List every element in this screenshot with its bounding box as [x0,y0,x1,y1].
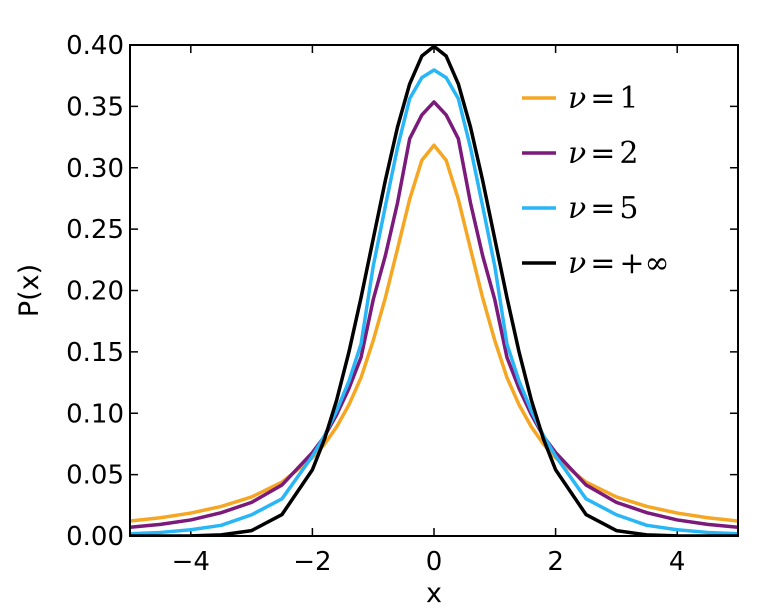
series-line-4 [130,44,738,536]
series-line-1 [130,143,738,523]
legend-value: 2 [619,136,638,171]
y-tick-label: 0.00 [66,522,124,552]
legend-nu-symbol: ν [568,136,586,171]
series-line-3 [130,68,738,536]
legend-label-4: ν = +∞ [568,246,670,281]
plot-frame [129,44,739,537]
legend-nu-symbol: ν [568,191,586,226]
y-tick-label: 0.25 [66,215,124,245]
legend-equals: = [590,136,615,171]
y-tick-label: 0.35 [66,92,124,122]
x-axis-label: x [426,578,442,608]
x-tick-label: 4 [669,547,686,577]
axis-labels: x P(x) [14,264,442,609]
y-tick-label: 0.15 [66,338,124,368]
legend-nu-symbol: ν [568,81,586,116]
y-axis-label: P(x) [14,264,45,317]
legend-equals: = [590,191,615,226]
x-tick-label: 0 [426,547,443,577]
legend-label-2: ν = 2 [568,136,638,171]
x-tick-label: 2 [547,547,564,577]
y-tick-label: 0.05 [66,461,124,491]
legend-value: 1 [619,81,638,116]
y-tick-label: 0.10 [66,399,124,429]
legend-label-1: ν = 1 [568,81,638,116]
x-axis: −4 −2 0 2 4 [172,45,686,577]
y-tick-label: 0.40 [66,31,124,61]
legend-nu-symbol: ν [568,246,586,281]
legend: ν = 1ν = 2ν = 5ν = +∞ [522,81,670,281]
series-group [130,44,738,536]
legend-equals: = [590,246,615,281]
x-tick-label: −2 [293,547,331,577]
legend-value: +∞ [619,246,669,281]
y-axis: 0.00 0.05 0.10 0.15 0.20 0.25 0.30 0.35 0.40 [66,31,738,552]
x-tick-label: −4 [172,547,210,577]
legend-equals: = [590,81,615,116]
legend-value: 5 [619,191,638,226]
legend-label-3: ν = 5 [568,191,638,226]
series-line-2 [130,100,738,530]
plot-frame-group [129,44,739,537]
y-tick-label: 0.30 [66,154,124,184]
y-tick-label: 0.20 [66,277,124,307]
